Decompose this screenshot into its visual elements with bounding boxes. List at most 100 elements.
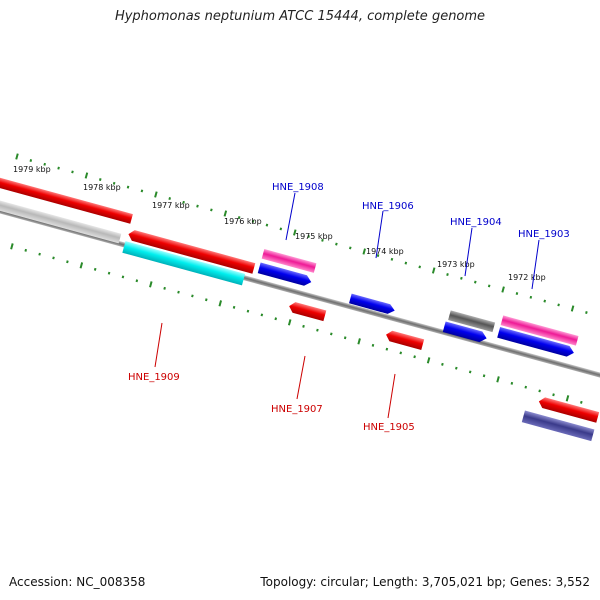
gene-label-hne1903[interactable]: HNE_1903 [518, 229, 570, 240]
gene-label-hne1904[interactable]: HNE_1904 [450, 217, 502, 228]
callout-hne1905 [387, 373, 396, 419]
minor-tick [552, 393, 555, 397]
gene-label-hne1905[interactable]: HNE_1905 [363, 422, 415, 433]
inner-tick-row [10, 243, 583, 404]
minor-tick [140, 189, 144, 193]
gene-arrow-right-purple[interactable] [521, 410, 595, 442]
minor-tick [316, 328, 319, 332]
genome-summary: Topology: circular; Length: 3,705,021 bp… [260, 575, 590, 589]
gene-label-hne1908[interactable]: HNE_1908 [272, 182, 324, 193]
minor-tick [265, 223, 269, 227]
major-tick [565, 395, 570, 402]
major-tick [218, 300, 223, 307]
major-tick [293, 229, 297, 236]
minor-tick [112, 181, 116, 185]
minor-tick [302, 324, 305, 328]
minor-tick [38, 252, 41, 256]
gene-arrow-hne1909-red[interactable] [127, 229, 256, 274]
minor-tick [543, 299, 547, 303]
minor-tick [29, 159, 33, 162]
gene-label-hne1907[interactable]: HNE_1907 [271, 404, 323, 415]
kbp-label: 1979 kbp [13, 165, 51, 174]
major-tick [357, 338, 361, 345]
major-tick [362, 248, 366, 255]
minor-tick [107, 271, 111, 275]
minor-tick [196, 204, 199, 208]
minor-tick [455, 366, 458, 370]
minor-tick [98, 178, 102, 181]
gene-arrow-hne1903-pink[interactable] [500, 315, 579, 346]
major-tick [10, 243, 14, 250]
gene-arrow-hne1908-blue[interactable] [257, 262, 313, 288]
gene-arrow-left-gray[interactable] [0, 196, 122, 244]
minor-tick [468, 370, 472, 374]
minor-tick [335, 242, 338, 246]
gene-arrow-hne1903-blue[interactable] [497, 327, 575, 358]
minor-tick [66, 260, 69, 264]
gene-label-hne1909[interactable]: HNE_1909 [128, 372, 180, 383]
major-tick [84, 172, 89, 179]
minor-tick [510, 381, 514, 385]
minor-tick [343, 336, 347, 340]
gene-arrow-hne1906[interactable] [349, 293, 396, 316]
major-tick [570, 305, 575, 312]
minor-tick [43, 162, 47, 166]
minor-tick [446, 273, 449, 276]
minor-tick [237, 216, 241, 219]
major-tick [496, 376, 500, 383]
minor-tick [71, 170, 74, 174]
gene-arrow-hne1907[interactable] [288, 301, 327, 322]
minor-tick [135, 279, 139, 283]
gene-arrow-hne1908-pink[interactable] [261, 249, 317, 273]
callout-hne1909 [154, 322, 163, 368]
major-tick [223, 210, 228, 217]
minor-tick [404, 261, 408, 265]
minor-tick [557, 303, 560, 307]
gene-arrow-left-red-top[interactable] [0, 175, 133, 224]
gene-arrow-hne1904-blue[interactable] [442, 321, 488, 343]
major-tick [154, 191, 158, 198]
minor-tick [279, 227, 283, 231]
kbp-label: 1975 kbp [295, 232, 333, 241]
accession-label: Accession: NC_008358 [9, 575, 146, 589]
minor-tick [390, 257, 394, 261]
minor-tick [580, 400, 583, 404]
genome-title: Hyphomonas neptunium ATCC 15444, complet… [114, 9, 486, 24]
minor-tick [163, 286, 166, 290]
minor-tick [413, 355, 416, 359]
minor-tick [57, 166, 60, 170]
minor-tick [121, 275, 125, 279]
minor-tick [177, 290, 180, 294]
kbp-label: 1972 kbp [508, 273, 546, 282]
gene-label-hne1906[interactable]: HNE_1906 [362, 201, 414, 212]
gene-arrow-hne1904-gray[interactable] [448, 310, 496, 333]
callout-hne1904 [464, 227, 473, 277]
callout-hne1903 [531, 239, 540, 290]
minor-tick [385, 347, 389, 351]
major-tick [426, 357, 431, 364]
callout-hne1908 [285, 192, 296, 241]
minor-tick [460, 276, 463, 280]
major-tick [431, 267, 436, 274]
callout-hne1906 [375, 210, 384, 259]
minor-tick [473, 280, 477, 284]
major-tick [287, 319, 292, 326]
kbp-label: 1977 kbp [152, 201, 190, 210]
minor-tick [524, 385, 528, 389]
gene-arrow-hne1909-cyan[interactable] [122, 241, 246, 286]
gene-arrow-right-red[interactable] [537, 396, 600, 423]
minor-tick [204, 298, 208, 302]
kbp-label: 1976 kbp [224, 217, 262, 226]
minor-tick [24, 248, 28, 252]
gene-arrow-hne1905[interactable] [385, 329, 425, 351]
minor-tick [274, 317, 278, 321]
minor-tick [52, 256, 55, 260]
kbp-label: 1973 kbp [437, 260, 475, 269]
callout-hne1907 [296, 355, 306, 400]
minor-tick [321, 238, 324, 242]
minor-tick [487, 284, 491, 288]
kbp-label: 1978 kbp [83, 183, 121, 192]
minor-tick [330, 332, 333, 336]
minor-tick [307, 235, 310, 238]
minor-tick [191, 294, 194, 298]
